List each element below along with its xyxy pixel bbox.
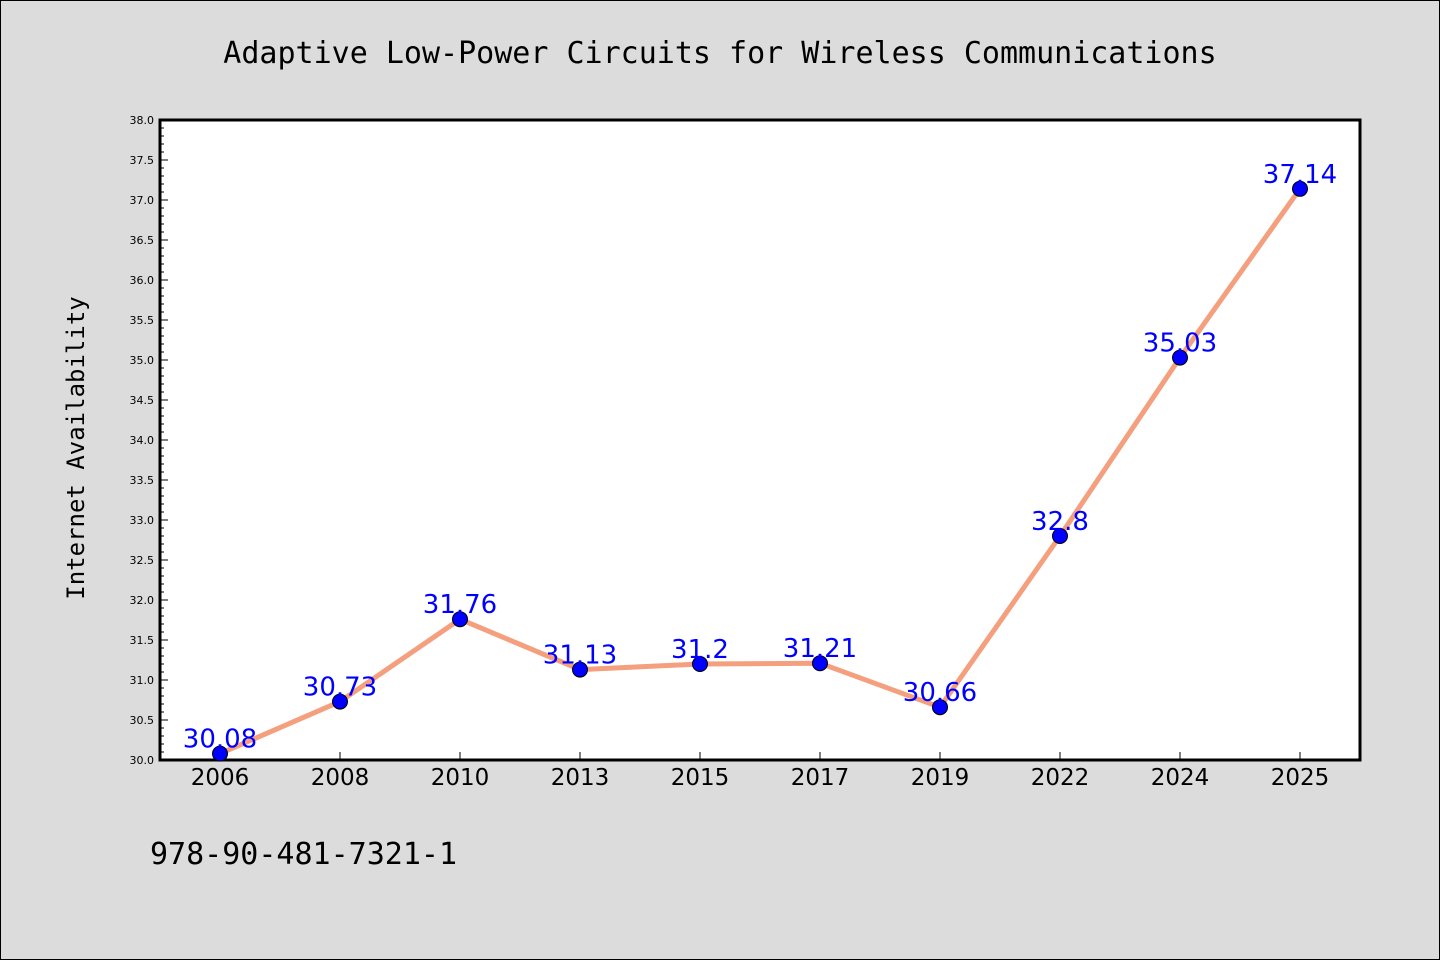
y-tick-label: 37.5 <box>130 154 155 167</box>
data-point <box>452 611 468 628</box>
y-tick-label: 36.5 <box>130 234 155 247</box>
data-label: 31.76 <box>423 590 497 620</box>
chart-title: Adaptive Low-Power Circuits for Wireless… <box>223 36 1216 71</box>
x-tick-label: 2022 <box>1031 765 1090 791</box>
data-point <box>812 655 828 672</box>
y-tick-label: 38.0 <box>130 114 155 127</box>
y-tick-label: 31.0 <box>130 674 155 687</box>
data-label: 30.66 <box>903 678 977 708</box>
x-tick-label: 2008 <box>311 765 370 791</box>
y-tick-label: 35.0 <box>130 354 155 367</box>
data-point <box>692 656 708 672</box>
y-tick-label: 30.5 <box>130 714 155 727</box>
data-point <box>572 661 588 678</box>
data-point <box>1292 180 1308 197</box>
x-tick-label: 2015 <box>671 765 730 791</box>
x-tick-label: 2019 <box>911 765 970 791</box>
data-label: 31.2 <box>671 635 729 665</box>
y-tick-label: 31.5 <box>130 634 155 647</box>
x-axis: 2006 2008 2010 2013 2015 2017 2019 2022 2024 2025 <box>191 752 1330 791</box>
y-tick-label: 37.0 <box>130 194 155 207</box>
series-line <box>217 186 1303 757</box>
y-tick-label: 32.0 <box>130 594 155 607</box>
data-point <box>332 693 348 710</box>
isbn-text: 978-90-481-7321-1 <box>150 837 457 872</box>
y-tick-label: 33.0 <box>130 514 155 527</box>
data-label: 32.8 <box>1031 507 1089 537</box>
y-axis-label: Internet Availability <box>62 296 90 599</box>
series-polyline <box>217 186 1303 757</box>
x-tick-label: 2013 <box>551 765 610 791</box>
data-label: 30.73 <box>303 673 377 703</box>
data-label: 31.13 <box>543 641 617 671</box>
y-tick-label: 36.0 <box>130 274 155 287</box>
data-point <box>1052 528 1068 544</box>
data-label: 37.14 <box>1263 160 1337 190</box>
x-tick-label: 2006 <box>191 765 250 791</box>
data-point <box>212 745 228 762</box>
y-tick-label: 34.0 <box>130 434 155 447</box>
y-tick-label: 35.5 <box>130 314 155 327</box>
plot-area <box>158 118 1362 762</box>
data-labels: 30.08 30.73 31.76 31.13 31.2 31.21 30.66 32.8 35… <box>183 160 1337 755</box>
x-tick-label: 2025 <box>1271 765 1330 791</box>
y-axis: 30.0 30.5 31.0 31.5 32.0 32.5 33.0 33.5 34.0 34.5… <box>130 114 168 767</box>
data-point <box>932 699 948 716</box>
y-tick-label: 30.0 <box>130 754 155 767</box>
y-tick-label: 32.5 <box>130 554 155 567</box>
data-label: 35.03 <box>1143 329 1217 359</box>
data-markers <box>212 180 1308 762</box>
x-tick-label: 2024 <box>1151 765 1210 791</box>
data-label: 30.08 <box>183 725 257 755</box>
data-label: 31.21 <box>783 634 857 664</box>
x-tick-label: 2017 <box>791 765 850 791</box>
y-tick-label: 34.5 <box>130 394 155 407</box>
y-tick-label: 33.5 <box>130 474 155 487</box>
data-point <box>1172 349 1188 366</box>
x-tick-label: 2010 <box>431 765 490 791</box>
